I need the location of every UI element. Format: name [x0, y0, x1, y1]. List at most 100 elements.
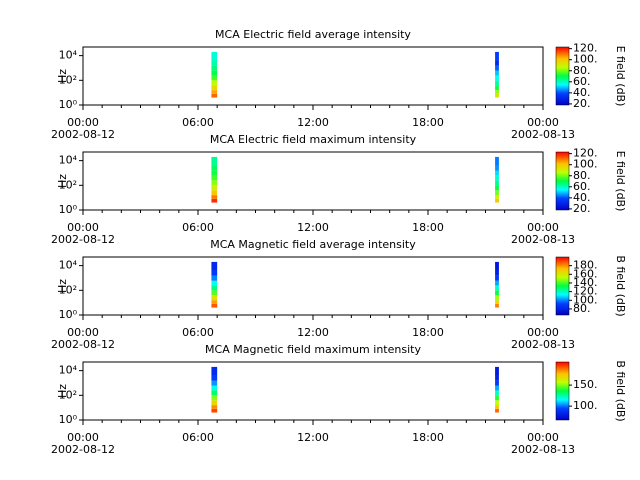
spectrogram-cell — [495, 380, 499, 386]
spectrogram-cell — [211, 261, 218, 271]
spectrogram-cell — [211, 300, 218, 304]
spectrogram-cell — [495, 198, 499, 203]
x-tick-label: 12:00 — [297, 431, 329, 444]
x-tick-label: 06:00 — [182, 221, 214, 234]
spectrogram-cell — [495, 195, 499, 199]
x-tick-label: 06:00 — [182, 326, 214, 339]
colorbar-tick-label: 100. — [573, 293, 598, 306]
spectrogram-cell — [211, 195, 218, 199]
y-tick-label: 10⁰ — [59, 413, 78, 426]
y-axis-label: Hz — [56, 69, 69, 83]
spectrogram-cell — [211, 366, 218, 376]
spectrogram-cell — [495, 385, 499, 391]
colorbar — [555, 361, 570, 421]
y-tick-label: 10² — [59, 178, 77, 191]
colorbar-tick-label: 120. — [573, 285, 598, 298]
spectrogram-cell — [495, 395, 499, 401]
colorbar-label: B field (dB) — [614, 255, 627, 316]
colorbar-tick-label: 40. — [573, 86, 591, 99]
spectrogram-cell — [211, 85, 218, 91]
x-tick-label: 00:00 — [527, 326, 559, 339]
x-date-label: 2002-08-12 — [51, 128, 115, 141]
spectrogram-cell — [495, 156, 499, 166]
colorbar-tick-label: 100. — [573, 53, 598, 66]
spectrogram-cell — [495, 185, 499, 191]
spectrogram-cell — [495, 300, 499, 304]
colorbar-tick-label: 140. — [573, 276, 598, 289]
plot-frame — [82, 361, 544, 421]
spectrogram-cell — [495, 60, 499, 66]
y-axis-label: Hz — [56, 384, 69, 398]
panel-title: MCA Electric field maximum intensity — [210, 133, 417, 146]
colorbar-tick-label: 80. — [573, 169, 591, 182]
spectrogram-cell — [495, 285, 499, 291]
spectrogram-cell — [211, 303, 218, 308]
x-tick-label: 12:00 — [297, 326, 329, 339]
colorbar-tick-label: 80. — [573, 302, 591, 315]
spectrogram-cell — [495, 400, 499, 406]
spectrogram-cell — [495, 366, 499, 376]
colorbar-label: B field (dB) — [614, 360, 627, 421]
y-tick-label: 10⁰ — [59, 308, 78, 321]
x-tick-label: 18:00 — [412, 431, 444, 444]
y-tick-label: 10⁴ — [59, 364, 78, 377]
spectrogram-cell — [495, 165, 499, 171]
colorbar-tick-label: 80. — [573, 64, 591, 77]
colorbar — [555, 151, 570, 211]
spectrogram-cell — [495, 275, 499, 281]
colorbar-tick-label: 160. — [573, 267, 598, 280]
colorbar-label: E field (dB) — [614, 46, 627, 107]
x-tick-label: 00:00 — [67, 431, 99, 444]
x-tick-label: 06:00 — [182, 431, 214, 444]
colorbar-tick-label: 60. — [573, 75, 591, 88]
spectrogram-cell — [495, 408, 499, 413]
x-tick-label: 12:00 — [297, 116, 329, 129]
spectrogram-cell — [211, 275, 218, 281]
y-tick-label: 10⁰ — [59, 98, 78, 111]
x-tick-label: 00:00 — [527, 431, 559, 444]
colorbar-tick-label: 100. — [573, 158, 598, 171]
spectrogram-cell — [211, 70, 218, 76]
spectrogram-cell — [211, 400, 218, 406]
x-tick-label: 18:00 — [412, 221, 444, 234]
x-tick-label: 06:00 — [182, 116, 214, 129]
spectrogram-cell — [211, 156, 218, 166]
spectrogram-cell — [211, 280, 218, 286]
x-date-label: 2002-08-12 — [51, 338, 115, 351]
y-tick-label: 10² — [59, 283, 77, 296]
spectrogram-cell — [211, 93, 218, 98]
y-tick-label: 10² — [59, 388, 77, 401]
spectrogram-cell — [495, 270, 499, 276]
colorbar-tick-label: 120. — [573, 42, 598, 55]
spectrogram-cell — [211, 290, 218, 296]
spectrogram-cell — [211, 408, 218, 413]
spectrogram-cell — [495, 70, 499, 76]
spectrogram-cell — [211, 60, 218, 66]
x-tick-label: 00:00 — [67, 326, 99, 339]
spectrogram-cell — [495, 295, 499, 301]
x-date-label: 2002-08-13 — [511, 443, 575, 456]
x-tick-label: 12:00 — [297, 221, 329, 234]
y-tick-label: 10⁴ — [59, 154, 78, 167]
y-axis-label: Hz — [56, 279, 69, 293]
spectrogram-cell — [211, 385, 218, 391]
spectrogram-cell — [211, 295, 218, 301]
spectrogram-cell — [211, 51, 218, 61]
spectrogram-cell — [495, 75, 499, 81]
plot-frame — [82, 256, 544, 316]
x-date-label: 2002-08-13 — [511, 128, 575, 141]
spectrogram-cell — [211, 175, 218, 181]
spectrogram-cell — [495, 280, 499, 286]
y-tick-label: 10⁴ — [59, 49, 78, 62]
spectrogram-cell — [495, 375, 499, 381]
spectrogram-cell — [211, 165, 218, 171]
spectrogram-cell — [211, 395, 218, 401]
spectrogram-cell — [495, 90, 499, 94]
y-axis-label: Hz — [56, 174, 69, 188]
spectrogram-cell — [495, 261, 499, 271]
spectrogram-cell — [495, 65, 499, 71]
colorbar-tick-label: 120. — [573, 147, 598, 160]
panel-title: MCA Electric field average intensity — [215, 28, 411, 41]
colorbar-tick-label: 40. — [573, 191, 591, 204]
x-tick-label: 00:00 — [67, 116, 99, 129]
